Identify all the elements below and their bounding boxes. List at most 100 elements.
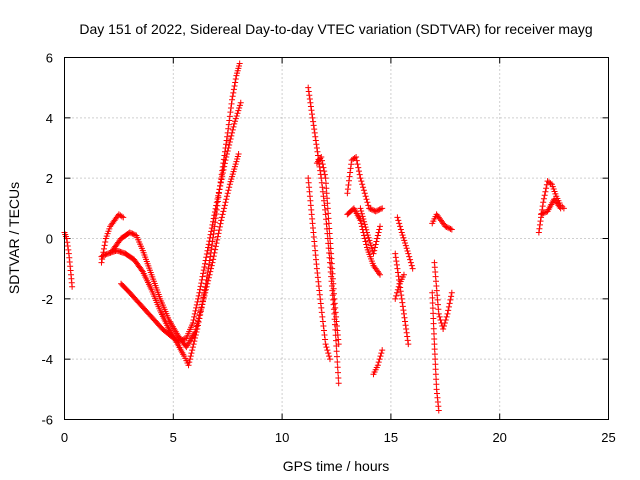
data-point [363,229,370,236]
data-point [235,151,242,158]
data-point [540,199,547,206]
data-point [129,230,136,237]
data-point [213,202,220,209]
data-point [206,261,213,268]
data-point [396,220,403,227]
data-point [236,60,243,67]
data-point [206,234,213,241]
series-seg-j [344,205,384,278]
data-point [361,190,368,197]
data-point [101,242,108,249]
data-point [370,207,377,214]
x-tick-label: 0 [61,430,68,445]
data-point [223,151,230,158]
data-point [198,280,205,287]
y-tick-label: -6 [41,413,53,428]
data-point [347,165,354,172]
data-point [443,224,450,231]
data-point [400,307,407,314]
data-point [430,310,437,317]
data-point [186,359,193,366]
data-point [537,218,544,225]
data-point [231,163,238,170]
data-point [393,292,400,299]
data-point [430,330,437,337]
data-point [208,246,215,253]
data-point [226,117,233,124]
data-point [400,310,407,317]
data-point [318,304,325,311]
data-point [322,180,329,187]
data-point [432,361,439,368]
data-point [407,256,414,263]
data-point [430,315,437,322]
data-point [193,323,200,330]
data-point [198,304,205,311]
data-point [220,208,227,215]
data-point [199,273,206,280]
data-point [398,295,405,302]
data-point [215,230,222,237]
data-point [394,286,401,293]
data-point [329,270,336,277]
data-point [328,255,335,262]
data-point [327,240,334,247]
data-point [327,245,334,252]
data-point [353,154,360,161]
data-point [98,259,105,266]
data-point [447,225,454,232]
data-point [203,283,210,290]
data-point [435,310,442,317]
data-point [398,292,405,299]
data-point [431,341,438,348]
x-tick-label: 10 [275,430,289,445]
data-point [405,250,412,257]
data-point [372,208,379,215]
data-point [359,213,366,220]
data-point [310,122,317,129]
data-point [333,348,340,355]
data-point [400,271,407,278]
series-seg-l [370,347,386,378]
data-point [440,326,447,332]
data-point [208,225,215,232]
data-point [212,205,219,212]
data-point [195,292,202,299]
data-point [404,333,411,340]
data-point [402,318,409,325]
data-point [377,353,384,360]
data-point [442,316,449,323]
data-point [216,227,223,234]
data-point [171,335,178,342]
data-point [189,319,196,326]
data-point [191,313,198,320]
data-point [311,126,318,133]
data-point [103,251,110,258]
data-point [205,274,212,281]
data-point [224,148,231,155]
data-point [319,313,326,320]
data-point [392,254,399,261]
data-point [402,242,409,249]
data-point [210,253,217,260]
data-point [225,125,232,132]
data-point [334,364,341,371]
data-point [229,96,236,103]
data-point [234,110,241,117]
data-point [216,223,223,230]
data-point [535,229,542,236]
data-point [353,157,360,164]
data-point [209,221,216,228]
data-point [211,212,218,219]
data-point [218,217,225,224]
data-point [189,344,196,351]
series-seg-r [431,259,455,332]
data-point [324,347,331,354]
data-point [436,313,443,320]
data-point [326,235,333,242]
y-tick-label: 4 [46,111,53,126]
data-point [207,231,214,238]
data-point [230,168,237,175]
data-point [220,166,227,173]
data-point [448,226,455,233]
